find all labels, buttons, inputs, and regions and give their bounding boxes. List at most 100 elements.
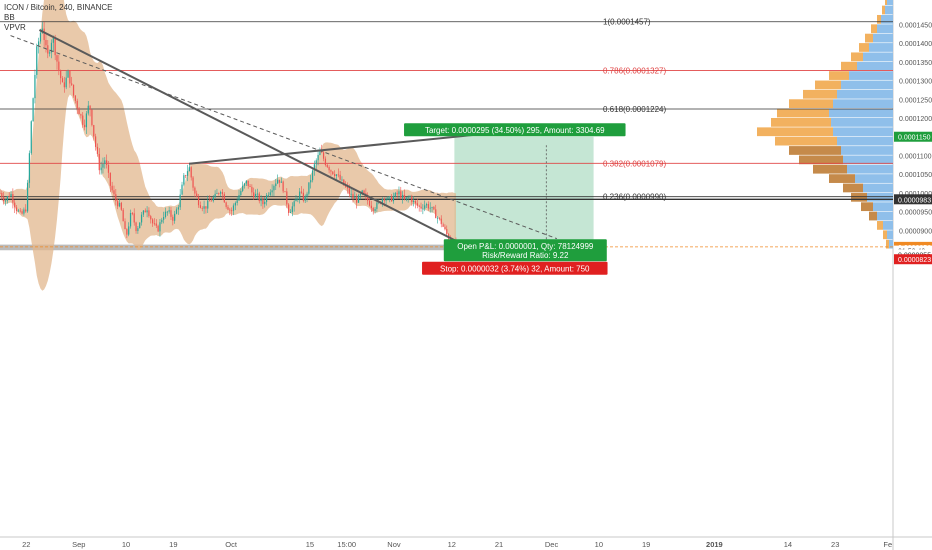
candle-body [179,194,181,208]
candle-body [126,229,128,235]
price-label-box-0 [894,131,932,142]
time-tick-label: 10 [595,540,603,549]
candle-body [104,160,106,165]
fib-label-3: 0.382(0.0001079) [603,159,667,168]
candle-body [299,191,301,199]
candle-body [148,210,150,217]
symbol-title[interactable]: ICON / Bitcoin, 240, BINANCE [4,3,113,12]
candle-body [295,199,297,202]
candle-body [258,193,260,202]
candle-body [381,198,384,204]
candle-body [367,195,369,201]
candle-body [300,191,303,193]
candle-body [315,160,317,165]
indicator-bb-label[interactable]: BB [4,13,15,22]
candle-body [192,177,194,188]
candle-body [15,207,18,212]
candle-body [56,55,58,62]
candle-body [142,210,145,215]
candle-body [12,194,14,203]
candle-body [425,204,428,206]
candle-body [265,195,268,202]
volume-profile-up-bar [837,89,893,99]
candle-body [128,226,130,235]
candle-body [39,32,42,42]
candle-body [398,191,400,195]
candle-body [111,185,113,191]
candle-body [0,192,1,194]
price-tick-label: 0.0001250 [899,97,932,104]
candle-body [339,174,341,180]
candle-body [427,204,429,209]
candle-body [1,192,3,198]
candle-body [359,194,361,196]
volume-profile-down-bar [865,33,873,43]
candle-body [409,196,411,198]
candle-body [82,115,84,125]
volume-profile-up-bar [873,33,893,43]
target-zone [454,136,594,248]
volume-profile-down-bar [882,5,885,15]
candle-body [100,167,102,171]
candle-body [368,200,371,206]
candle-body [390,196,393,202]
candle-body [23,209,25,214]
time-tick-label: 15 [306,540,314,549]
volume-profile-down-bar [803,89,837,99]
candle-body [174,213,176,221]
candle-body [310,180,312,183]
candle-body [102,164,104,168]
candle-body [313,164,316,171]
candle-body [330,170,332,172]
candle-body [370,205,373,209]
bollinger-band [0,0,456,291]
candle-body [231,210,233,212]
candle-body [302,192,304,201]
candle-body [199,205,202,208]
open-pnl-label-text-0: Open P&L: 0.0000001, Qty: 78124999 [457,242,594,251]
trendline-dashed-1 [10,35,557,240]
candle-body [326,164,328,168]
candle-body [74,95,76,101]
volume-profile-down-bar [775,136,837,146]
candle-body [34,74,36,99]
candle-body [436,217,439,219]
candle-body [442,224,444,227]
candle-body [32,98,34,122]
volume-profile-up-bar [867,192,893,202]
volume-profile-down-bar [843,183,863,193]
volume-profile-up-bar [877,211,893,221]
volume-profile-up-bar [883,221,893,230]
candle-body [280,181,282,183]
candle-body [26,182,29,212]
candle-body [267,194,270,196]
stop-label-text-0: Stop: 0.0000032 (3.74%) 32, Amount: 750 [440,265,590,274]
candle-body [264,201,266,205]
volume-profile-up-bar [849,71,893,80]
price-tick-label: 0.0001050 [899,172,932,179]
candle-body [271,190,273,193]
volume-profile-down-bar [883,230,887,240]
candle-body [87,105,89,114]
candle-body [234,202,236,206]
time-tick-label: 14 [784,540,792,549]
candle-body [446,229,448,235]
candle-body [118,202,121,207]
candle-body [223,194,225,203]
candle-body [341,179,343,181]
candle-body [17,210,20,212]
candle-body [216,193,218,195]
candle-body [43,28,45,41]
candle-body [129,213,132,227]
volume-profile-up-bar [885,5,893,15]
indicator-vpvr-label[interactable]: VPVR [4,23,26,32]
candle-body [372,208,374,211]
candle-body [346,186,349,189]
fib-label-1: 0.786(0.0001327) [603,66,667,75]
time-tick-label: Fe [883,540,892,549]
candle-body [387,197,389,200]
candle-body [352,193,354,199]
candle-body [78,108,80,115]
